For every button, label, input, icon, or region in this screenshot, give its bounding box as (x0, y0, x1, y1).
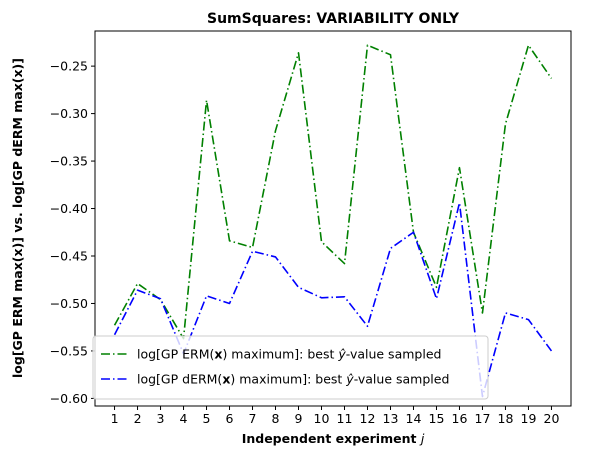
y-tick-label: −0.45 (50, 249, 88, 264)
legend-label-part: log[GP ERM( (137, 347, 214, 362)
legend-label-part: ŷ (337, 347, 346, 362)
x-tick-label: 17 (475, 411, 491, 426)
legend-label-part: ) maximum]: best (230, 372, 346, 387)
x-tick-label: 12 (360, 411, 376, 426)
y-tick-label: −0.40 (50, 201, 88, 216)
x-axis-ticks: 1 2 3 4 5 6 7 8 9 10 11 12 13 14 15 16 17 18 19 20 (111, 406, 560, 426)
legend-label-part: ŷ (345, 372, 354, 387)
y-tick-label: −0.50 (50, 296, 88, 311)
x-tick-label: 10 (314, 411, 330, 426)
legend-label-part: -value sampled (346, 347, 442, 362)
x-tick-label: 11 (337, 411, 353, 426)
legend-label-1: log[GP ERM(x) maximum]: best ŷ-value sam… (137, 347, 441, 362)
x-tick-label: 16 (452, 411, 468, 426)
x-tick-label: 4 (180, 411, 188, 426)
plot-frame (94, 30, 572, 407)
x-axis-label-variable: j (419, 431, 425, 446)
x-tick-label: 5 (203, 411, 211, 426)
series-line-1 (113, 44, 553, 340)
x-tick-label: 2 (134, 411, 142, 426)
legend-label-part: x (222, 372, 230, 387)
x-axis-label-main: Independent experiment (242, 431, 417, 446)
x-tick-label: 19 (521, 411, 537, 426)
x-tick-label: 14 (406, 411, 422, 426)
chart-title: SumSquares: VARIABILITY ONLY (207, 11, 460, 27)
x-tick-label: 9 (295, 411, 303, 426)
x-tick-label: 13 (383, 411, 399, 426)
x-tick-label: 7 (249, 411, 257, 426)
legend-label-part: ) maximum]: best (222, 347, 338, 362)
y-tick-label: −0.55 (50, 343, 88, 358)
y-axis-ticks: −0.25 −0.30 −0.35 −0.40 −0.45 −0.50 −0.55 −0.60 (50, 59, 95, 406)
legend-label-2: log[GP dERM(x) maximum]: best ŷ-value sa… (137, 372, 449, 387)
x-tick-label: 20 (544, 411, 560, 426)
legend-box (92, 335, 489, 400)
y-tick-label: −0.35 (50, 154, 88, 169)
y-tick-label: −0.30 (50, 106, 88, 121)
x-tick-label: 1 (111, 411, 119, 426)
legend-label-part: log[GP dERM( (137, 372, 222, 387)
y-tick-label: −0.60 (50, 391, 88, 406)
y-axis-label: log[GP ERM max(x)] vs. log[GP dERM max(x… (10, 58, 25, 378)
x-axis-label: Independent experiment j (242, 431, 425, 446)
x-tick-label: 18 (498, 411, 514, 426)
legend-label-part: -value sampled (354, 372, 450, 387)
y-tick-label: −0.25 (50, 59, 88, 74)
x-tick-label: 6 (226, 411, 234, 426)
legend: log[GP ERM(x) maximum]: best ŷ-value sam… (92, 335, 489, 400)
x-tick-label: 15 (429, 411, 445, 426)
x-tick-label: 3 (157, 411, 165, 426)
x-tick-label: 8 (272, 411, 280, 426)
legend-label-part: x (214, 347, 222, 362)
